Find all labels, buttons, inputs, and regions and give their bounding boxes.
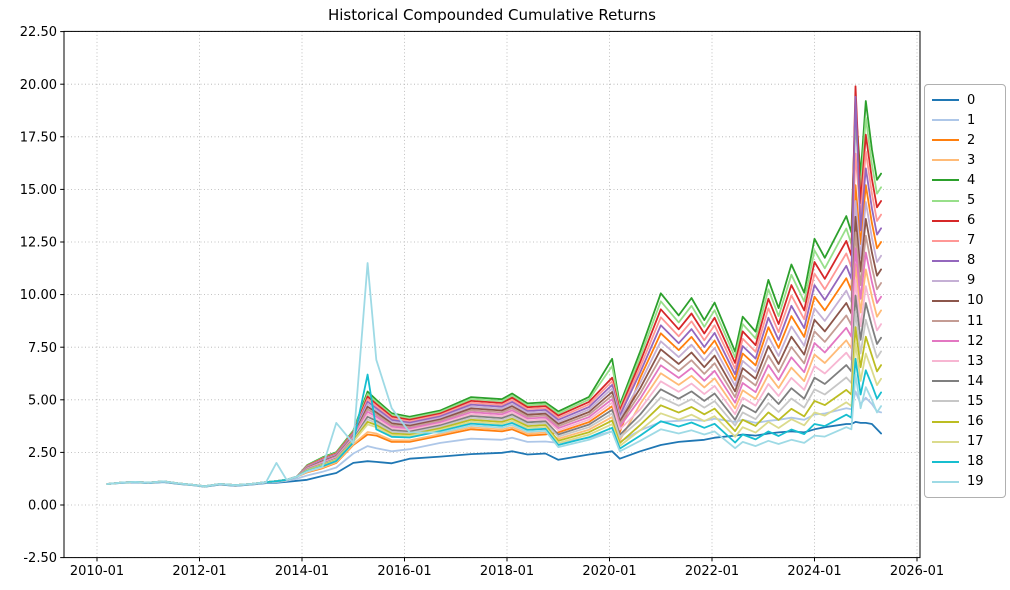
legend-line-swatch: [932, 99, 959, 102]
legend-item-7: 7: [932, 232, 998, 250]
series-line-12: [106, 247, 882, 488]
legend-label: 1: [967, 112, 976, 128]
legend-label: 4: [967, 172, 976, 188]
legend-item-9: 9: [932, 272, 998, 290]
legend-label: 17: [967, 434, 984, 450]
legend-line-swatch: [932, 119, 959, 122]
legend-line-swatch: [932, 460, 959, 463]
series-line-10: [106, 215, 882, 488]
y-tick-label: 22.50: [20, 25, 57, 40]
legend-item-10: 10: [932, 292, 998, 310]
legend-line-swatch: [932, 420, 959, 423]
legend-label: 0: [967, 92, 976, 108]
legend-item-16: 16: [932, 413, 998, 431]
legend-label: 6: [967, 213, 976, 229]
legend-item-19: 19: [932, 473, 998, 491]
legend-item-5: 5: [932, 192, 998, 210]
legend-line-swatch: [932, 440, 959, 443]
legend-line-swatch: [932, 219, 959, 222]
legend-line-swatch: [932, 139, 959, 142]
series-line-11: [106, 231, 882, 488]
legend-line-swatch: [932, 239, 959, 242]
legend-label: 12: [967, 333, 984, 349]
chart-title: Historical Compounded Cumulative Returns: [327, 6, 656, 24]
legend-label: 15: [967, 393, 984, 409]
y-tick-label: 17.50: [20, 130, 57, 145]
legend-item-2: 2: [932, 131, 998, 149]
legend-line-swatch: [932, 159, 959, 162]
legend-label: 9: [967, 273, 976, 289]
x-tick-label: 2012-01: [172, 564, 226, 579]
series-line-7: [106, 150, 882, 488]
x-tick-label: 2014-01: [275, 564, 329, 579]
y-tick-label: 15.00: [20, 183, 57, 198]
legend-item-6: 6: [932, 212, 998, 230]
legend-item-11: 11: [932, 312, 998, 330]
y-tick-label: 0.00: [28, 499, 57, 514]
legend-label: 13: [967, 353, 984, 369]
x-tick-label: 2022-01: [685, 564, 739, 579]
legend-line-swatch: [932, 179, 959, 182]
legend-label: 7: [967, 233, 976, 249]
legend-line-swatch: [932, 299, 959, 302]
legend-line-swatch: [932, 360, 959, 363]
legend-item-12: 12: [932, 332, 998, 350]
legend-label: 5: [967, 193, 976, 209]
series-line-2: [106, 184, 882, 488]
legend-label: 2: [967, 132, 976, 148]
legend-label: 11: [967, 313, 984, 329]
y-tick-label: 2.50: [28, 446, 57, 461]
y-tick-label: 7.50: [28, 341, 57, 356]
y-tick-label: 10.00: [20, 288, 57, 303]
legend-item-8: 8: [932, 252, 998, 270]
legend-item-0: 0: [932, 91, 998, 109]
legend: 0 1 2 3 4 5 6 7 8 9 10 11 12 13 14 15 16 17 18 19: [924, 84, 1006, 498]
legend-item-17: 17: [932, 433, 998, 451]
legend-line-swatch: [932, 480, 959, 483]
legend-line-swatch: [932, 400, 959, 403]
y-tick-label: 20.00: [20, 78, 57, 93]
y-tick-label: 5.00: [28, 393, 57, 408]
legend-label: 10: [967, 293, 984, 309]
legend-line-swatch: [932, 340, 959, 343]
plot-border: [63, 30, 921, 559]
legend-item-14: 14: [932, 372, 998, 390]
legend-label: 19: [967, 474, 984, 490]
legend-item-13: 13: [932, 352, 998, 370]
legend-label: 18: [967, 454, 984, 470]
x-tick-label: 2016-01: [377, 564, 431, 579]
x-tick-label: 2018-01: [480, 564, 534, 579]
legend-line-swatch: [932, 199, 959, 202]
legend-line-swatch: [932, 380, 959, 383]
legend-item-3: 3: [932, 151, 998, 169]
legend-line-swatch: [932, 279, 959, 282]
legend-item-4: 4: [932, 171, 998, 189]
legend-item-18: 18: [932, 453, 998, 471]
series-line-19: [106, 262, 882, 488]
series-lines: [106, 85, 882, 488]
legend-item-1: 1: [932, 111, 998, 129]
y-tick-label: 12.50: [20, 236, 57, 251]
legend-label: 3: [967, 152, 976, 168]
legend-label: 16: [967, 414, 984, 430]
legend-item-15: 15: [932, 392, 998, 410]
x-tick-label: 2026-01: [890, 564, 944, 579]
x-tick-label: 2010-01: [70, 564, 124, 579]
legend-line-swatch: [932, 259, 959, 262]
x-tick-label: 2020-01: [582, 564, 636, 579]
legend-label: 8: [967, 253, 976, 269]
y-tick-label: -2.50: [23, 551, 57, 566]
legend-label: 14: [967, 373, 984, 389]
legend-line-swatch: [932, 320, 959, 323]
series-line-9: [106, 200, 882, 488]
x-tick-label: 2024-01: [787, 564, 841, 579]
